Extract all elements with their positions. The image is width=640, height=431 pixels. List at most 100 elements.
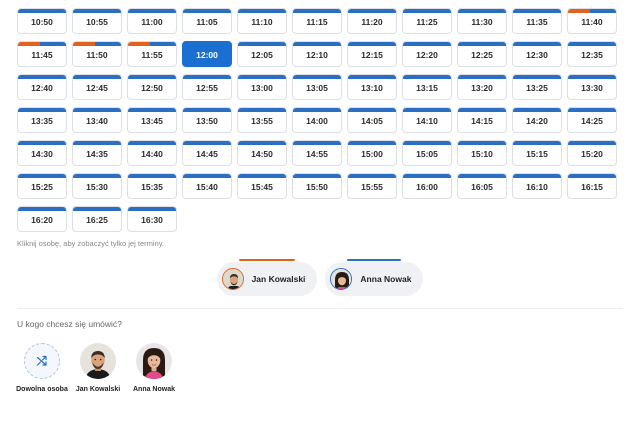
time-slot-label: 14:40 — [141, 149, 163, 159]
time-slot[interactable]: 14:50 — [237, 140, 287, 166]
choice-any-person[interactable]: Dowolna osoba — [16, 343, 68, 395]
time-slot[interactable]: 12:10 — [292, 41, 342, 67]
time-slot[interactable]: 14:35 — [72, 140, 122, 166]
anna-availability-marker — [128, 108, 176, 112]
time-slot[interactable]: 14:05 — [347, 107, 397, 133]
time-slot[interactable]: 15:40 — [182, 173, 232, 199]
time-slot[interactable]: 15:45 — [237, 173, 287, 199]
anna-availability-marker — [18, 207, 66, 211]
time-slot[interactable]: 12:30 — [512, 41, 562, 67]
time-slot[interactable]: 11:10 — [237, 8, 287, 34]
time-slot[interactable]: 12:35 — [567, 41, 617, 67]
time-slot[interactable]: 14:10 — [402, 107, 452, 133]
time-slot[interactable]: 14:30 — [17, 140, 67, 166]
time-slot[interactable]: 15:35 — [127, 173, 177, 199]
time-slot[interactable]: 13:35 — [17, 107, 67, 133]
time-slot[interactable]: 13:30 — [567, 74, 617, 100]
time-slot[interactable]: 14:20 — [512, 107, 562, 133]
anna-availability-marker — [458, 141, 506, 145]
time-slot[interactable]: 13:15 — [402, 74, 452, 100]
choice-jan-kowalski[interactable]: Jan Kowalski — [73, 343, 123, 395]
time-slot[interactable]: 15:20 — [567, 140, 617, 166]
time-slot[interactable]: 15:50 — [292, 173, 342, 199]
anna-availability-marker — [568, 108, 616, 112]
time-slot[interactable]: 15:25 — [17, 173, 67, 199]
time-slot[interactable]: 12:40 — [17, 74, 67, 100]
time-slot[interactable]: 15:00 — [347, 140, 397, 166]
time-slot[interactable]: 13:20 — [457, 74, 507, 100]
time-slot-label: 11:25 — [416, 17, 438, 27]
jan-availability-marker — [18, 42, 40, 46]
time-slot[interactable]: 11:05 — [182, 8, 232, 34]
time-slot[interactable]: 13:05 — [292, 74, 342, 100]
anna-availability-marker — [238, 42, 286, 46]
time-slot[interactable]: 14:00 — [292, 107, 342, 133]
time-slot[interactable]: 13:45 — [127, 107, 177, 133]
time-slot-label: 11:45 — [31, 50, 53, 60]
time-slot[interactable]: 13:25 — [512, 74, 562, 100]
time-slot[interactable]: 12:55 — [182, 74, 232, 100]
anna-availability-marker — [183, 174, 231, 178]
filter-chip-anna-nowak[interactable]: Anna Nowak — [325, 259, 424, 296]
time-slot[interactable]: 13:55 — [237, 107, 287, 133]
anna-availability-marker — [73, 9, 121, 13]
time-slot[interactable]: 11:25 — [402, 8, 452, 34]
time-slot[interactable]: 12:25 — [457, 41, 507, 67]
time-slot[interactable]: 10:50 — [17, 8, 67, 34]
time-slot[interactable]: 11:20 — [347, 8, 397, 34]
time-slot-label: 13:00 — [251, 83, 273, 93]
anna-color-line — [347, 259, 402, 261]
time-slot[interactable]: 14:25 — [567, 107, 617, 133]
anna-availability-marker — [183, 108, 231, 112]
anna-nowak-photo — [136, 343, 172, 379]
anna-availability-marker — [348, 108, 396, 112]
anna-availability-marker — [458, 9, 506, 13]
time-slot[interactable]: 13:40 — [72, 107, 122, 133]
time-slot[interactable]: 12:05 — [237, 41, 287, 67]
time-slot[interactable]: 14:15 — [457, 107, 507, 133]
time-slot[interactable]: 16:05 — [457, 173, 507, 199]
time-slot-label: 13:35 — [31, 116, 53, 126]
time-slot-label: 16:10 — [526, 182, 548, 192]
time-slot[interactable]: 15:55 — [347, 173, 397, 199]
time-slot[interactable]: 12:50 — [127, 74, 177, 100]
time-slot[interactable]: 15:10 — [457, 140, 507, 166]
time-slot[interactable]: 11:35 — [512, 8, 562, 34]
time-slot[interactable]: 16:10 — [512, 173, 562, 199]
time-slot[interactable]: 16:00 — [402, 173, 452, 199]
time-slot[interactable]: 11:50 — [72, 41, 122, 67]
time-slot[interactable]: 16:30 — [127, 206, 177, 232]
time-slot-label: 13:45 — [141, 116, 163, 126]
time-slot[interactable]: 11:00 — [127, 8, 177, 34]
time-slot[interactable]: 11:55 — [127, 41, 177, 67]
time-slot[interactable]: 12:45 — [72, 74, 122, 100]
time-slot-label: 15:35 — [141, 182, 163, 192]
time-slot[interactable]: 11:40 — [567, 8, 617, 34]
time-slot[interactable]: 15:30 — [72, 173, 122, 199]
time-slot[interactable]: 11:45 — [17, 41, 67, 67]
time-slot[interactable]: 12:15 — [347, 41, 397, 67]
time-slot[interactable]: 12:20 — [402, 41, 452, 67]
time-slot[interactable]: 16:15 — [567, 173, 617, 199]
time-slot[interactable]: 13:50 — [182, 107, 232, 133]
time-slot-selected[interactable]: 12:00 — [182, 41, 232, 67]
time-slot[interactable]: 11:15 — [292, 8, 342, 34]
time-slot[interactable]: 14:45 — [182, 140, 232, 166]
time-slot[interactable]: 13:00 — [237, 74, 287, 100]
person-choices: Dowolna osoba Jan Kowalski — [16, 343, 179, 395]
choice-anna-nowak[interactable]: Anna Nowak — [129, 343, 179, 395]
time-slot[interactable]: 14:40 — [127, 140, 177, 166]
time-slot[interactable]: 13:10 — [347, 74, 397, 100]
time-slot[interactable]: 15:15 — [512, 140, 562, 166]
time-slot[interactable]: 16:25 — [72, 206, 122, 232]
time-slot[interactable]: 14:55 — [292, 140, 342, 166]
filter-chip-jan-kowalski[interactable]: Jan Kowalski — [216, 259, 318, 296]
time-slot-label: 13:55 — [251, 116, 273, 126]
time-slot[interactable]: 16:20 — [17, 206, 67, 232]
anna-availability-marker — [513, 9, 561, 13]
time-slot[interactable]: 15:05 — [402, 140, 452, 166]
anna-availability-marker — [73, 75, 121, 79]
time-slot[interactable]: 10:55 — [72, 8, 122, 34]
time-slot-label: 12:45 — [86, 83, 108, 93]
time-slot[interactable]: 11:30 — [457, 8, 507, 34]
